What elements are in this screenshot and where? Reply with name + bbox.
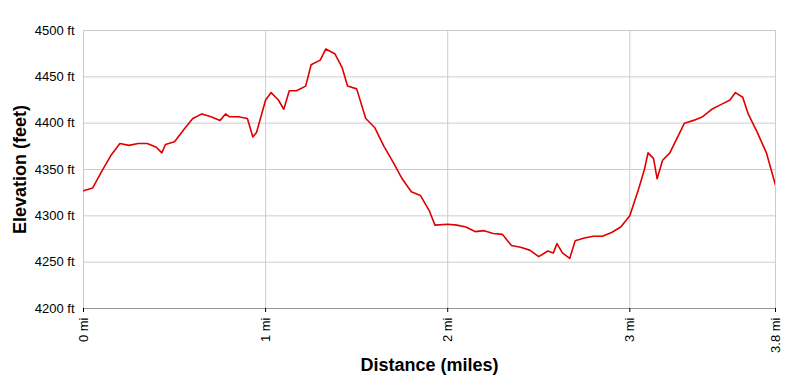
svg-text:3.8 mi: 3.8 mi	[768, 317, 783, 353]
svg-text:1 mi: 1 mi	[258, 317, 273, 342]
svg-text:4450 ft: 4450 ft	[35, 69, 75, 84]
svg-text:3 mi: 3 mi	[622, 317, 637, 342]
svg-text:4200 ft: 4200 ft	[35, 301, 75, 316]
svg-text:2 mi: 2 mi	[440, 317, 455, 342]
svg-text:0 mi: 0 mi	[76, 317, 91, 342]
svg-text:4400 ft: 4400 ft	[35, 115, 75, 130]
svg-text:Distance (miles): Distance (miles)	[360, 355, 498, 375]
svg-text:4300 ft: 4300 ft	[35, 208, 75, 223]
svg-text:4500 ft: 4500 ft	[35, 23, 75, 38]
svg-text:4250 ft: 4250 ft	[35, 254, 75, 269]
svg-text:Elevation (feet): Elevation (feet)	[10, 105, 30, 234]
svg-text:4350 ft: 4350 ft	[35, 162, 75, 177]
